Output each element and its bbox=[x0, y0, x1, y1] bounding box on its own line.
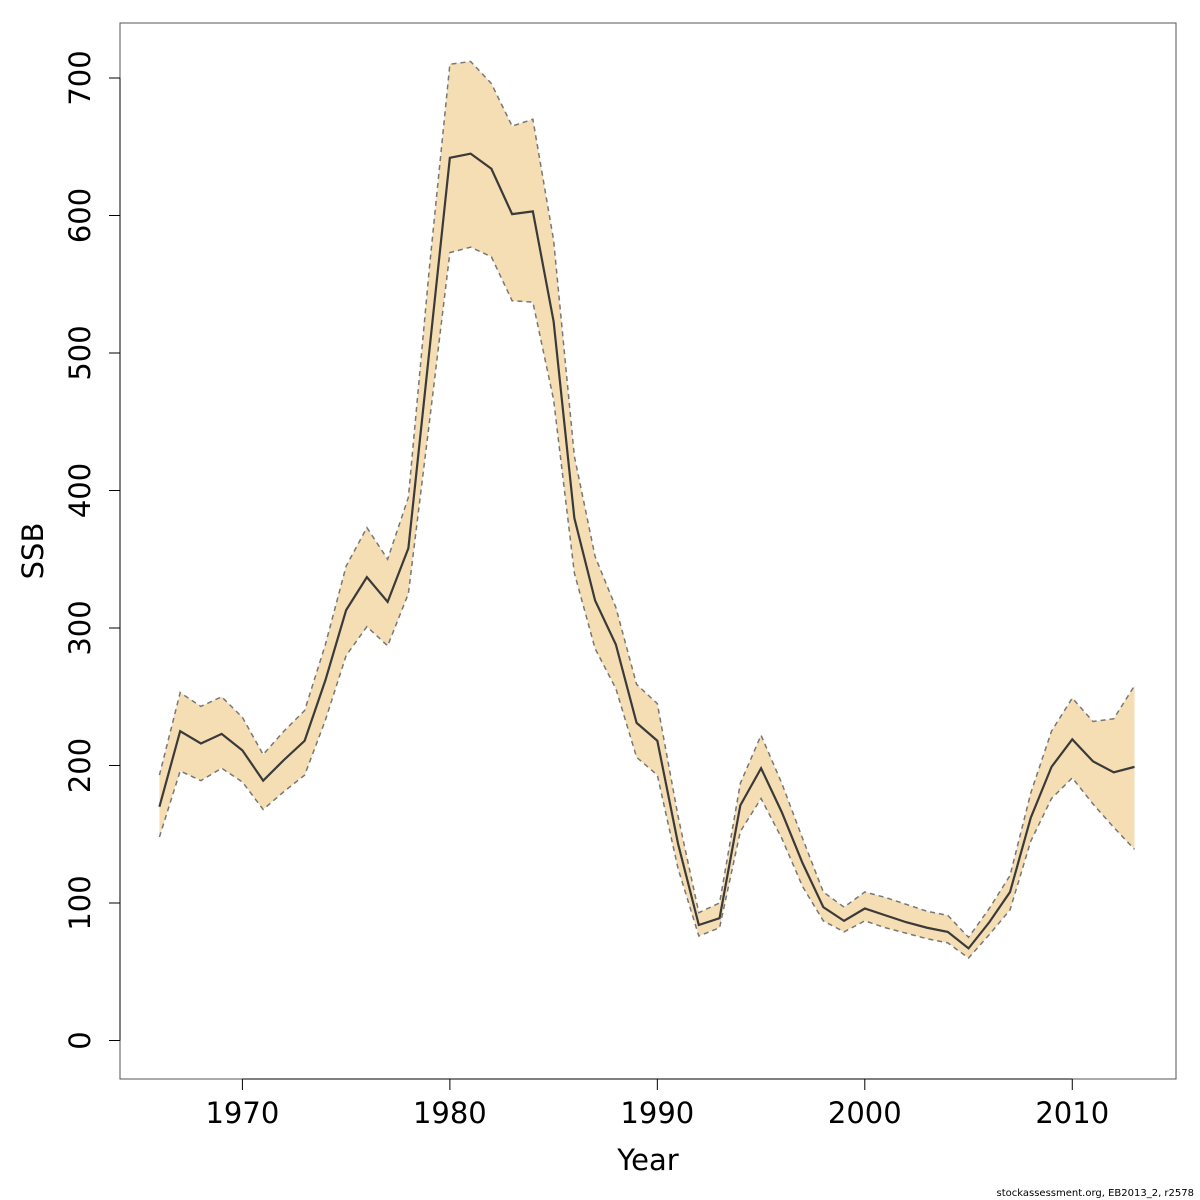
x-tick-label: 1980 bbox=[413, 1096, 487, 1130]
x-tick-label: 1990 bbox=[620, 1096, 694, 1130]
y-tick-label: 0 bbox=[63, 1031, 97, 1049]
y-tick-label: 600 bbox=[63, 188, 97, 243]
y-tick-label: 400 bbox=[63, 463, 97, 518]
x-tick-label: 2000 bbox=[828, 1096, 902, 1130]
footer-note: stockassessment.org, EB2013_2, r2578 bbox=[997, 1188, 1194, 1199]
ssb-estimate-line bbox=[158, 152, 1135, 950]
x-tick-label: 1970 bbox=[205, 1096, 279, 1130]
y-tick-label: 700 bbox=[63, 50, 97, 105]
y-axis: 0 100 200 300 400 500 600 700 bbox=[63, 50, 121, 1050]
x-axis-title: Year bbox=[616, 1143, 678, 1177]
y-axis-title: SSB bbox=[16, 523, 50, 580]
series-line-layer bbox=[158, 60, 1136, 960]
lower-bound-line bbox=[158, 246, 1136, 960]
y-tick-label: 300 bbox=[63, 600, 97, 655]
upper-bound-line bbox=[158, 60, 1136, 939]
y-tick-label: 100 bbox=[63, 875, 97, 930]
x-axis: 1970 1980 1990 2000 2010 bbox=[205, 1078, 1109, 1130]
x-tick-label: 2010 bbox=[1035, 1096, 1109, 1130]
y-tick-label: 500 bbox=[63, 325, 97, 380]
y-tick-label: 200 bbox=[63, 738, 97, 793]
